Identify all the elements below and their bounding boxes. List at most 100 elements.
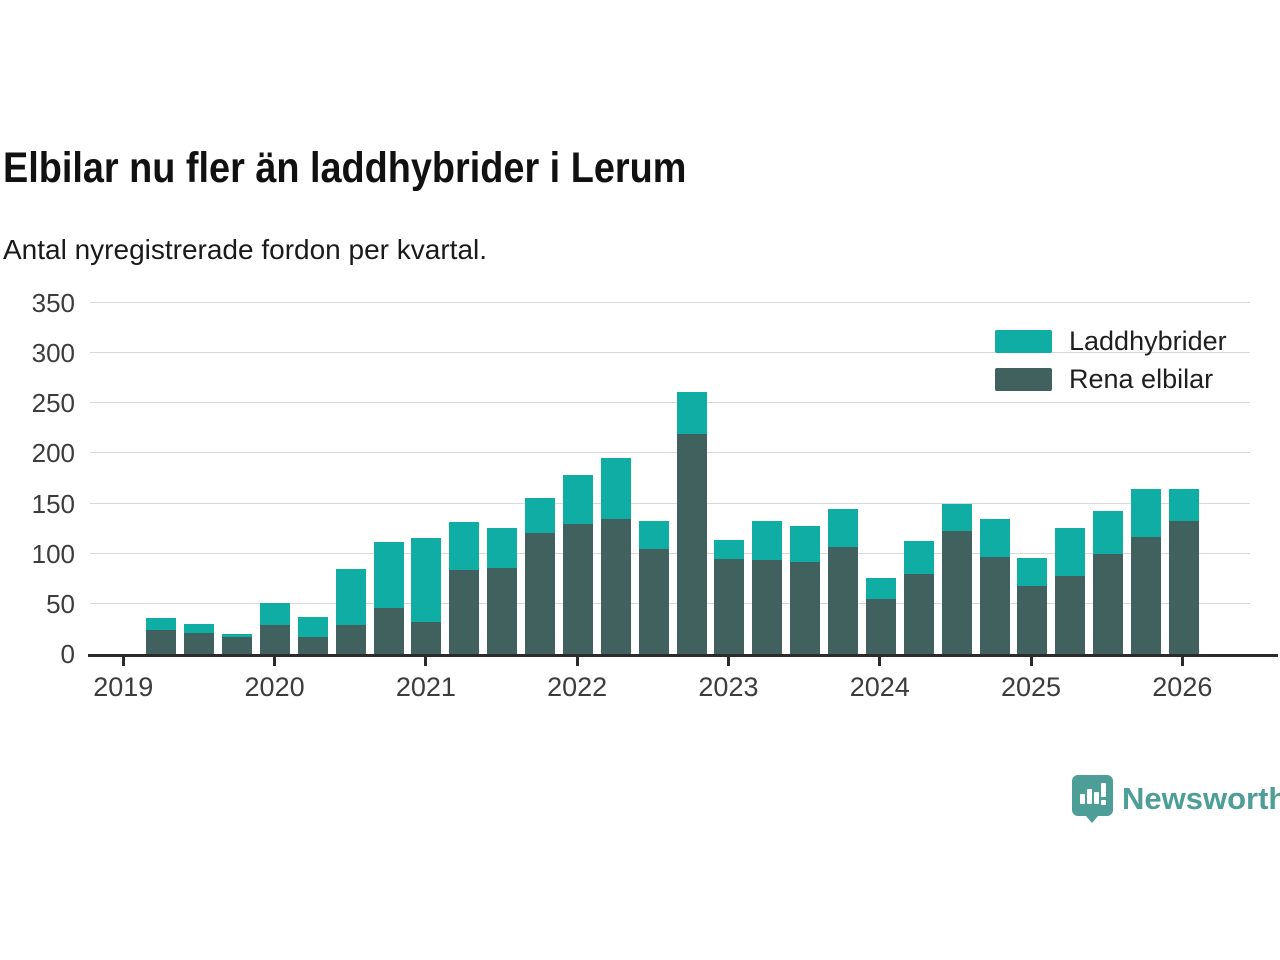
segment-rena-elbilar bbox=[714, 558, 745, 654]
segment-laddhybrider bbox=[828, 508, 858, 547]
segment-laddhybrider bbox=[600, 458, 631, 519]
grid-line-350 bbox=[90, 302, 1250, 303]
grid-line-250 bbox=[90, 402, 1250, 404]
segment-laddhybrider bbox=[184, 623, 215, 633]
segment-rena-elbilar bbox=[146, 629, 177, 654]
x-tick-2025 bbox=[1029, 654, 1033, 666]
x-tick-label-2019: 2019 bbox=[93, 672, 154, 702]
x-tick-label-2025: 2025 bbox=[1000, 672, 1062, 702]
y-tick-label-50: 50 bbox=[46, 588, 75, 619]
segment-laddhybrider bbox=[790, 525, 821, 562]
bar-2023-q2 bbox=[752, 520, 783, 654]
segment-rena-elbilar bbox=[979, 556, 1010, 654]
x-tick-label-2020: 2020 bbox=[244, 672, 305, 702]
segment-laddhybrider bbox=[373, 541, 404, 608]
bar-2023-q3 bbox=[790, 525, 821, 654]
bar-2019-q3 bbox=[184, 623, 215, 654]
segment-laddhybrider bbox=[259, 602, 290, 625]
x-tick-2023 bbox=[726, 654, 730, 666]
segment-rena-elbilar bbox=[600, 518, 631, 654]
segment-rena-elbilar bbox=[676, 434, 707, 654]
segment-laddhybrider bbox=[979, 518, 1010, 557]
segment-rena-elbilar bbox=[903, 573, 934, 654]
bar-2021-q2 bbox=[449, 521, 480, 654]
x-axis-line bbox=[88, 654, 1278, 657]
bar-2022-q1 bbox=[562, 474, 593, 654]
chart-legend: Laddhybrider Rena elbilar bbox=[995, 326, 1227, 406]
segment-laddhybrider bbox=[941, 503, 972, 531]
segment-laddhybrider bbox=[222, 633, 252, 637]
bar-2022-q4 bbox=[676, 392, 707, 654]
segment-laddhybrider bbox=[1131, 488, 1161, 537]
segment-laddhybrider bbox=[487, 527, 518, 568]
segment-laddhybrider bbox=[562, 474, 593, 524]
page-subtitle: Antal nyregistrerade fordon per kvartal. bbox=[3, 234, 488, 265]
newsworthy-wordmark: Newsworthy bbox=[1122, 781, 1280, 816]
segment-rena-elbilar bbox=[259, 624, 290, 654]
segment-rena-elbilar bbox=[487, 567, 518, 654]
x-tick-label-2023: 2023 bbox=[698, 672, 759, 702]
segment-laddhybrider bbox=[865, 577, 896, 599]
segment-laddhybrider bbox=[449, 521, 480, 570]
segment-rena-elbilar bbox=[752, 559, 783, 654]
segment-laddhybrider bbox=[335, 568, 366, 625]
segment-rena-elbilar bbox=[222, 636, 252, 654]
bar-2022-q3 bbox=[638, 520, 669, 654]
y-tick-label-0: 0 bbox=[60, 639, 75, 669]
x-tick-label-2024: 2024 bbox=[849, 672, 910, 702]
legend-swatch-1 bbox=[995, 368, 1052, 391]
bar-2024-q2 bbox=[903, 540, 934, 654]
x-tick-label-2022: 2022 bbox=[547, 672, 608, 702]
grid-line-300 bbox=[90, 352, 1250, 354]
segment-rena-elbilar bbox=[335, 624, 366, 654]
newsworthy-bubble-icon bbox=[1072, 775, 1113, 823]
bar-2021-q4 bbox=[525, 497, 555, 654]
bar-2020-q1 bbox=[259, 602, 290, 654]
segment-rena-elbilar bbox=[865, 598, 896, 654]
bar-2026-q1 bbox=[1168, 488, 1199, 654]
segment-rena-elbilar bbox=[297, 636, 328, 654]
bar-2024-q4 bbox=[979, 518, 1010, 654]
segment-laddhybrider bbox=[1093, 510, 1124, 554]
legend-swatch-0 bbox=[995, 330, 1052, 353]
bar-2023-q1 bbox=[714, 539, 745, 654]
grid-line-200 bbox=[90, 452, 1250, 454]
y-tick-label-300: 300 bbox=[31, 338, 75, 369]
segment-rena-elbilar bbox=[1093, 553, 1124, 654]
segment-laddhybrider bbox=[1017, 557, 1048, 586]
x-tick-2020 bbox=[273, 654, 277, 666]
newsworthy-logo[interactable]: Newsworthy bbox=[1072, 775, 1280, 823]
segment-laddhybrider bbox=[525, 497, 555, 533]
bar-2024-q3 bbox=[941, 503, 972, 654]
segment-rena-elbilar bbox=[941, 530, 972, 654]
segment-rena-elbilar bbox=[373, 607, 404, 654]
x-tick-label-2026: 2026 bbox=[1152, 672, 1213, 702]
legend-label-0: Laddhybrider bbox=[1069, 326, 1227, 356]
segment-laddhybrider bbox=[411, 537, 442, 622]
segment-rena-elbilar bbox=[411, 621, 442, 654]
segment-rena-elbilar bbox=[1131, 536, 1161, 654]
segment-rena-elbilar bbox=[184, 632, 215, 654]
bar-2020-q2 bbox=[297, 616, 328, 654]
legend-item-1: Rena elbilar bbox=[995, 364, 1227, 394]
segment-laddhybrider bbox=[638, 520, 669, 549]
segment-rena-elbilar bbox=[790, 561, 821, 654]
bar-2019-q4 bbox=[222, 633, 252, 654]
segment-laddhybrider bbox=[1055, 527, 1086, 576]
page-title: Elbilar nu fler än laddhybrider i Lerum bbox=[3, 144, 687, 192]
bar-2024-q1 bbox=[865, 577, 896, 654]
grid-line-50 bbox=[90, 602, 1250, 604]
bar-2021-q1 bbox=[411, 537, 442, 654]
x-tick-2026 bbox=[1180, 654, 1184, 666]
segment-laddhybrider bbox=[676, 392, 707, 435]
segment-laddhybrider bbox=[146, 617, 177, 630]
segment-rena-elbilar bbox=[1017, 585, 1048, 654]
segment-laddhybrider bbox=[752, 520, 783, 560]
bar-2022-q2 bbox=[600, 458, 631, 654]
bar-2025-q3 bbox=[1093, 510, 1124, 654]
legend-item-0: Laddhybrider bbox=[995, 326, 1227, 356]
segment-laddhybrider bbox=[903, 540, 934, 574]
bar-2025-q1 bbox=[1017, 557, 1048, 654]
y-tick-label-250: 250 bbox=[31, 388, 75, 419]
segment-rena-elbilar bbox=[562, 523, 593, 654]
